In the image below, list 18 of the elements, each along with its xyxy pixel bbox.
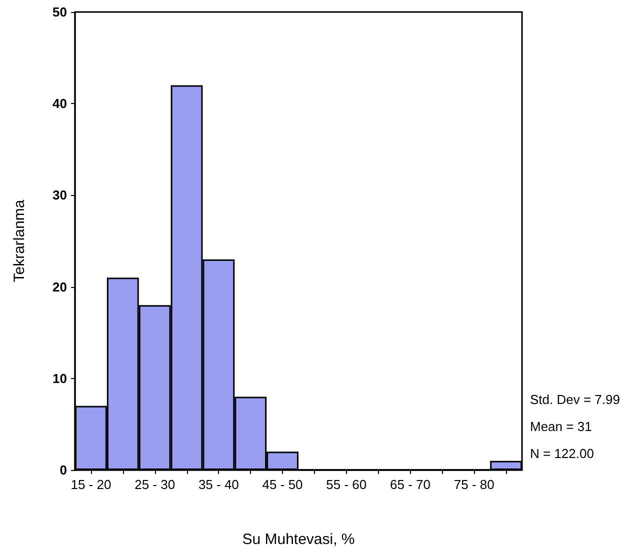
x-tick-label: 25 - 30 [134,477,176,492]
x-axis-title: Su Muhtevasi, % [242,531,355,548]
text: Mean = 31 [530,419,592,434]
y-tick-label: 0 [60,462,67,478]
x-tick-label: 65 - 70 [390,477,430,492]
y-tick-label: 30 [52,188,67,203]
y-tick-label: 10 [52,370,67,386]
y-tick-label: 20 [52,279,67,294]
x-tick-label: 75 - 80 [454,477,494,492]
y-tick-label: 50 [52,4,67,20]
text: N = 122.00 [530,446,594,461]
text: Std. Dev = 7.99 [530,392,620,407]
x-tick-label: 45 - 50 [262,477,303,492]
y-tick-label: 40 [52,96,67,112]
x-tick-label: 35 - 40 [198,477,239,492]
x-tick-label: 15 - 20 [70,477,112,492]
x-tick-label: 55 - 60 [326,477,367,492]
y-axis-title: Tekrarlanma [11,199,28,282]
